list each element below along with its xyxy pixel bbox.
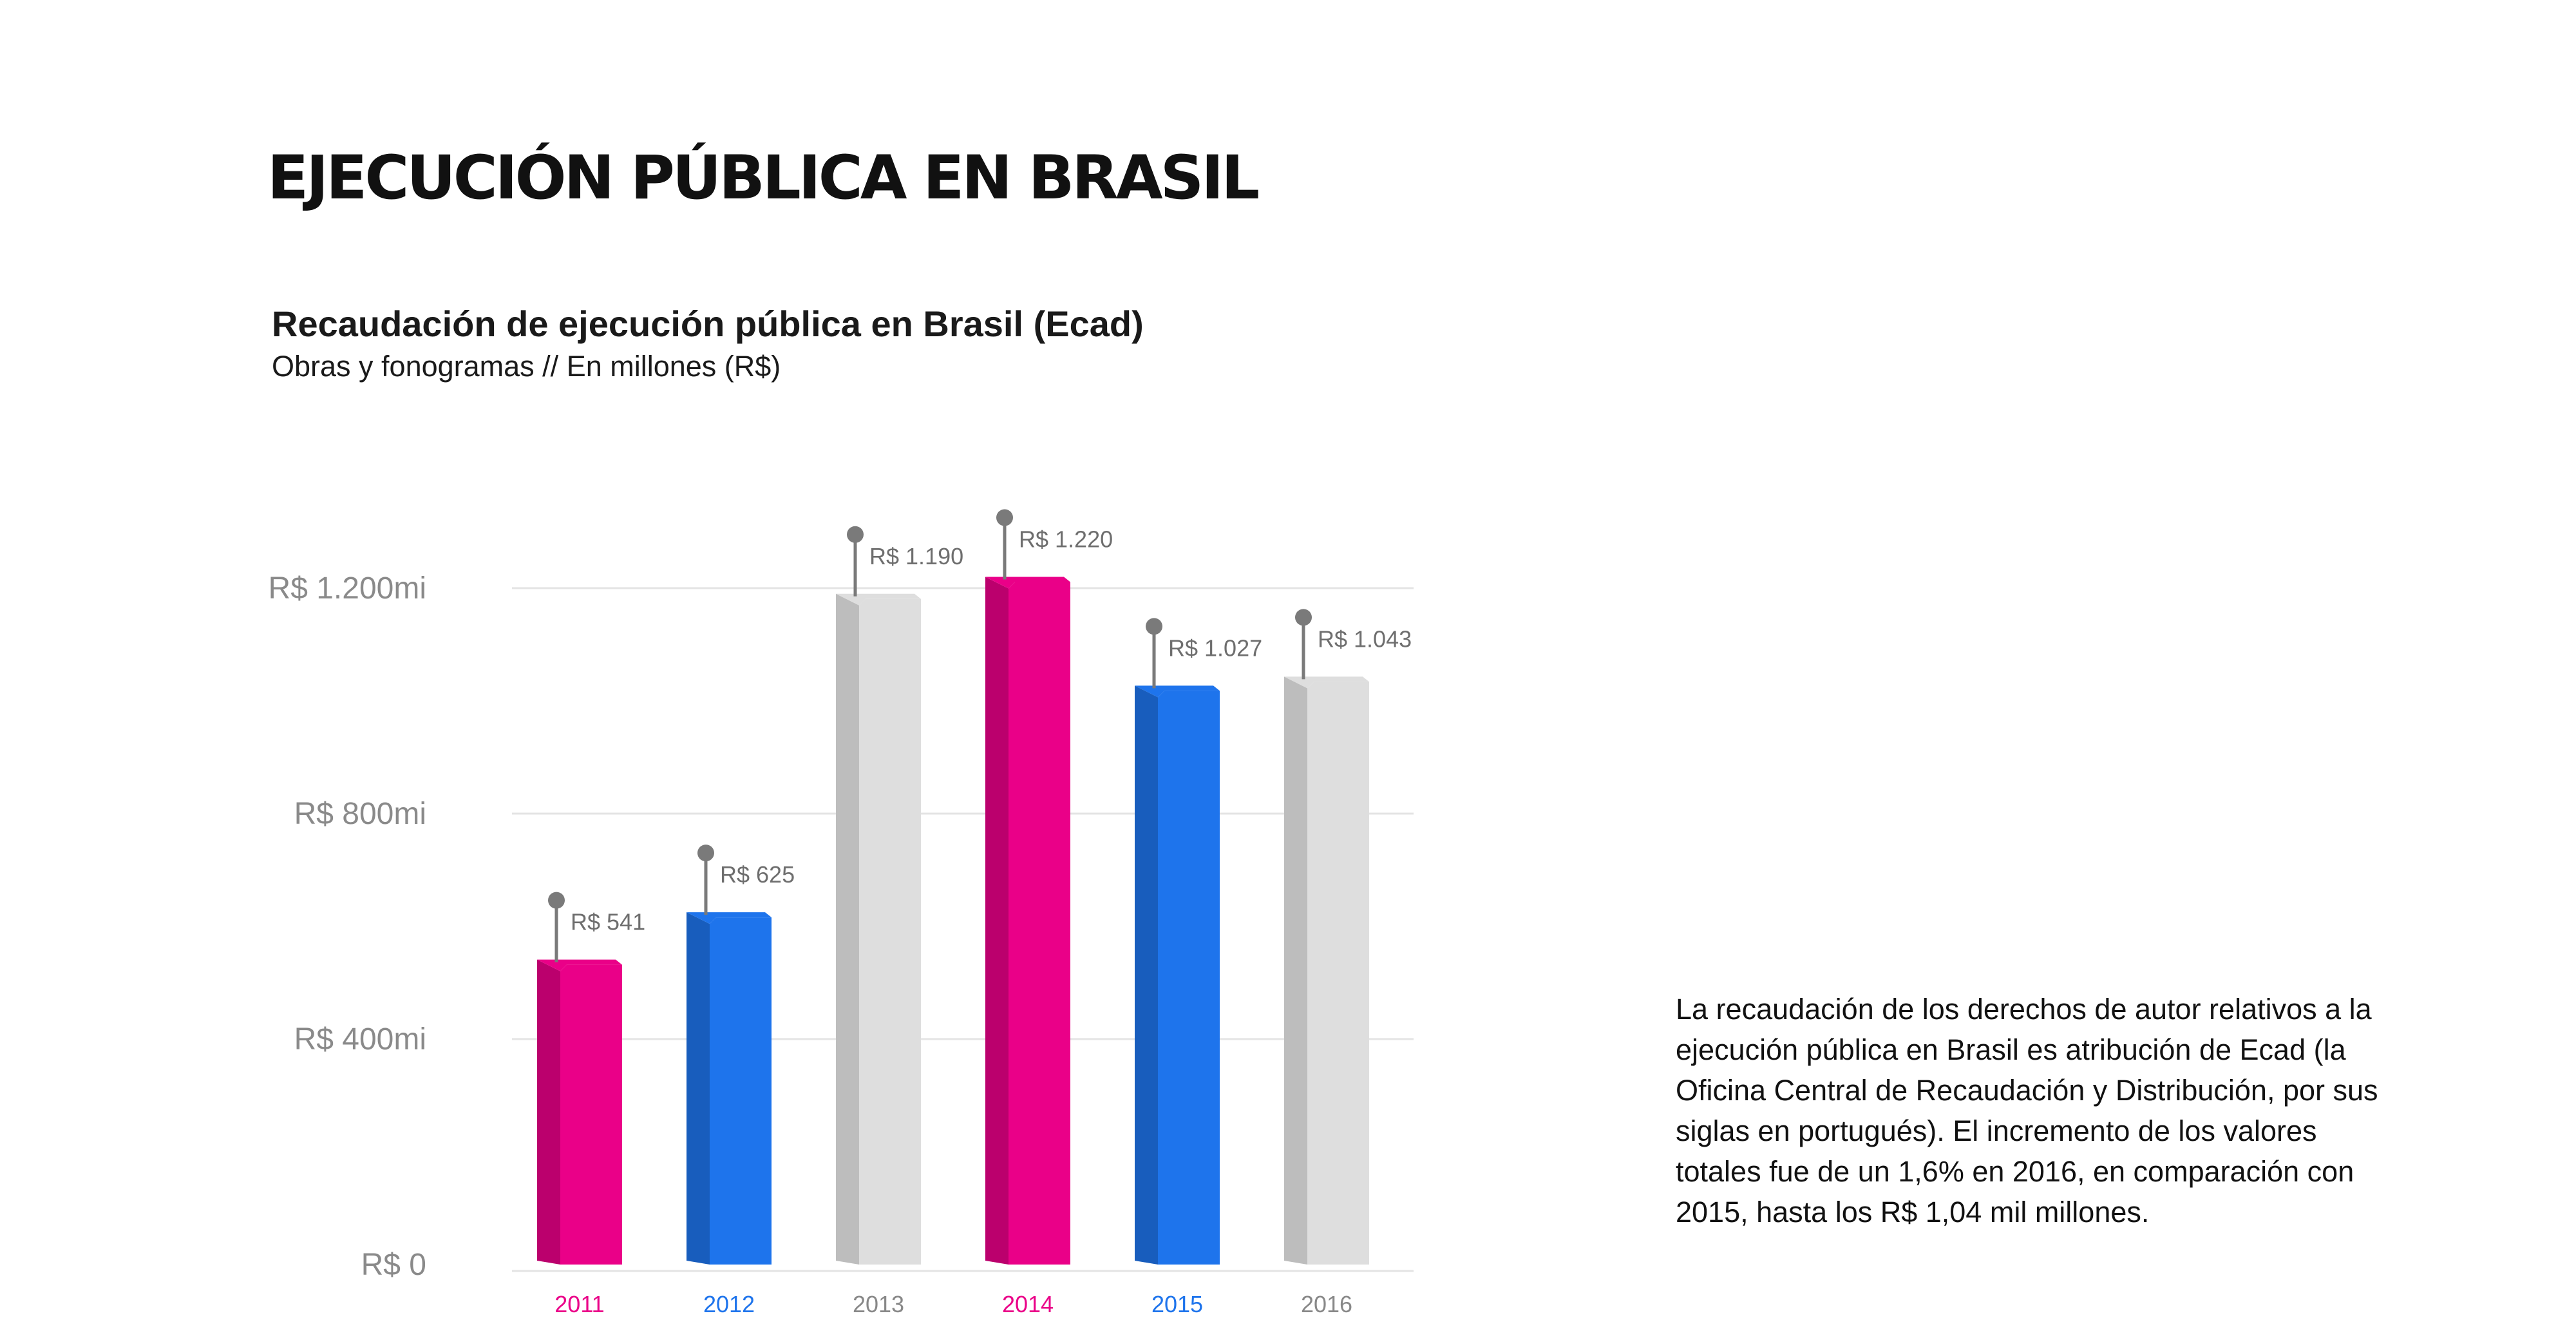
chart-subtitle: Obras y fonogramas // En millones (R$) [272, 350, 781, 383]
bar [710, 917, 772, 1265]
bar-side [537, 959, 560, 1265]
x-tick-label: 2011 [554, 1291, 604, 1317]
pin-head [847, 526, 864, 543]
bar [859, 598, 921, 1265]
y-tick-label: R$ 400mi [294, 1022, 426, 1056]
y-tick-label: R$ 0 [361, 1248, 426, 1282]
value-label: R$ 1.220 [1019, 526, 1113, 553]
bar [1307, 682, 1369, 1265]
bar-side [1135, 685, 1158, 1265]
x-tick-label: 2012 [703, 1291, 755, 1317]
bar-top [1284, 676, 1369, 689]
bar [560, 964, 622, 1265]
value-label: R$ 1.027 [1168, 635, 1262, 661]
description-text: La recaudación de los derechos de autor … [1676, 993, 2378, 1228]
y-tick-label: R$ 800mi [294, 797, 426, 831]
bar-side [836, 593, 859, 1265]
y-tick-label: R$ 1.200mi [269, 571, 426, 606]
pin-head [996, 509, 1013, 526]
value-label: R$ 625 [720, 861, 795, 888]
bar-top [537, 959, 622, 971]
pin-head [1295, 609, 1312, 626]
bar-top [1135, 685, 1220, 698]
bar [1158, 691, 1220, 1265]
chart-title: Recaudación de ejecución pública en Bras… [272, 303, 1144, 344]
pin-head [548, 892, 565, 909]
bar-top [985, 577, 1070, 589]
bar-side [1284, 676, 1307, 1265]
pin-head [1146, 618, 1162, 635]
bar [1009, 582, 1070, 1265]
value-label: R$ 1.190 [869, 543, 963, 569]
x-tick-label: 2014 [1002, 1291, 1054, 1317]
x-tick-label: 2016 [1301, 1291, 1352, 1317]
value-label: R$ 541 [571, 909, 645, 935]
x-tick-label: 2013 [853, 1291, 904, 1317]
x-tick-label: 2015 [1151, 1291, 1203, 1317]
bar-side [687, 912, 710, 1265]
bar-top [836, 593, 921, 606]
pin-head [697, 845, 714, 862]
bar-side [985, 577, 1009, 1265]
value-label: R$ 1.043 [1318, 626, 1412, 652]
bar-top [687, 912, 772, 924]
page-title: EJECUCIÓN PÚBLICA EN BRASIL [267, 143, 1260, 213]
